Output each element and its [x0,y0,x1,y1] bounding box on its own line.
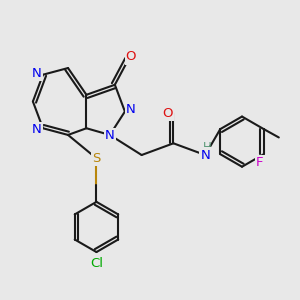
Text: N: N [32,123,42,136]
Text: O: O [126,50,136,64]
Text: N: N [32,67,42,80]
Text: Cl: Cl [90,257,103,270]
Text: N: N [200,148,210,161]
Text: N: N [126,103,136,116]
Text: H: H [202,141,211,154]
Text: O: O [162,107,172,120]
Text: N: N [105,129,115,142]
Text: S: S [92,152,101,165]
Text: F: F [256,156,263,169]
